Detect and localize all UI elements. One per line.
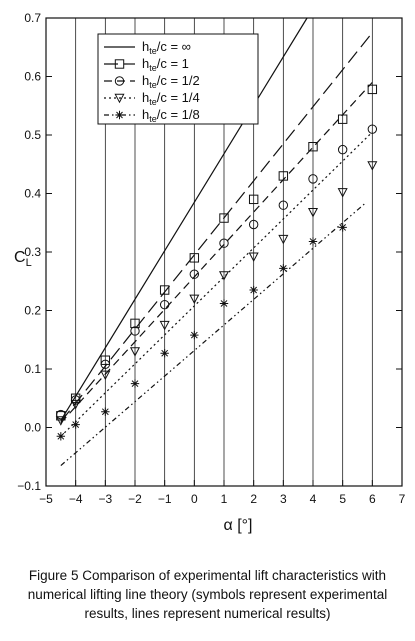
data-point-series-5 bbox=[308, 237, 318, 246]
legend-marker-2 bbox=[114, 59, 125, 69]
y-axis-label-main: C bbox=[14, 249, 26, 266]
data-point-series-4 bbox=[129, 347, 141, 357]
y-tick-label: 0.2 bbox=[24, 304, 41, 318]
data-point-series-2 bbox=[100, 355, 111, 365]
x-tick-label: −2 bbox=[128, 492, 142, 506]
x-tick-label: 7 bbox=[399, 492, 406, 506]
x-axis-ticks: −5 −4 −3 −2 −1 0 1 2 3 4 5 6 7 bbox=[39, 480, 406, 506]
data-point-series-4 bbox=[367, 161, 378, 171]
data-point-series-5 bbox=[56, 432, 66, 441]
y-tick-label: 0.1 bbox=[24, 362, 41, 376]
data-point-series-5 bbox=[249, 285, 258, 295]
legend-label-3: hte/c = 1/2 bbox=[142, 73, 200, 90]
data-point-series-5 bbox=[130, 379, 140, 388]
data-point-series-4 bbox=[278, 234, 289, 245]
x-tick-label: 5 bbox=[339, 492, 346, 506]
legend-label-5: hte/c = 1/8 bbox=[142, 107, 200, 124]
data-point-series-5 bbox=[279, 264, 288, 273]
data-point-series-5 bbox=[101, 407, 110, 416]
y-axis-label-subscript: L bbox=[26, 257, 32, 269]
data-point-series-3 bbox=[100, 359, 111, 370]
data-point-series-2 bbox=[130, 318, 140, 329]
data-point-series-2 bbox=[337, 114, 348, 124]
y-tick-label: −0.1 bbox=[17, 479, 41, 493]
y-tick-label: 0.6 bbox=[24, 70, 41, 84]
x-tick-label: 1 bbox=[221, 492, 228, 506]
data-point-series-2 bbox=[367, 84, 378, 95]
x-tick-label: −5 bbox=[39, 492, 53, 506]
data-point-series-3 bbox=[248, 219, 259, 230]
figure-caption: Figure 5 Comparison of experimental lift… bbox=[27, 568, 388, 621]
lift-coefficient-chart: −5 −4 −3 −2 −1 0 1 2 3 4 5 6 7 −0.1 0.0 0.1 0.2 0.3 0.4 0.… bbox=[14, 11, 406, 534]
y-tick-label: 0.7 bbox=[24, 11, 41, 25]
data-point-series-2 bbox=[189, 253, 200, 263]
series-lines bbox=[60, 17, 373, 466]
data-point-series-3 bbox=[308, 174, 318, 184]
data-point-series-4 bbox=[337, 188, 348, 198]
data-point-series-4 bbox=[55, 416, 66, 426]
data-point-series-3 bbox=[130, 326, 140, 336]
x-tick-label: 0 bbox=[191, 492, 198, 506]
series-line-4 bbox=[60, 131, 373, 437]
data-point-series-3 bbox=[56, 409, 66, 420]
data-point-series-4 bbox=[218, 271, 230, 281]
y-axis-label: CL bbox=[14, 249, 32, 269]
data-point-series-4 bbox=[189, 294, 200, 305]
y-axis-ticks: −0.1 0.0 0.1 0.2 0.3 0.4 0.5 0.6 0.7 bbox=[17, 11, 402, 493]
data-point-series-4 bbox=[248, 252, 259, 262]
data-point-series-2 bbox=[278, 171, 289, 181]
data-point-series-3 bbox=[189, 269, 200, 279]
legend-label-4: hte/c = 1/4 bbox=[142, 90, 200, 107]
data-point-series-2 bbox=[159, 285, 170, 295]
data-point-series-3 bbox=[159, 299, 170, 310]
data-point-series-5 bbox=[219, 299, 229, 308]
data-point-series-5 bbox=[71, 420, 80, 429]
series-markers bbox=[55, 84, 378, 441]
data-point-series-3 bbox=[337, 144, 348, 155]
x-tick-label: −3 bbox=[98, 492, 112, 506]
y-tick-label: 0.4 bbox=[24, 187, 41, 201]
data-point-series-2 bbox=[248, 194, 259, 205]
data-point-series-4 bbox=[307, 208, 319, 218]
legend-marker-4 bbox=[114, 93, 125, 104]
x-tick-label: −1 bbox=[158, 492, 172, 506]
x-tick-label: 6 bbox=[369, 492, 376, 506]
data-point-series-4 bbox=[159, 320, 170, 331]
data-point-series-5 bbox=[160, 349, 169, 358]
data-point-series-4 bbox=[100, 370, 111, 381]
series-line-3 bbox=[60, 81, 373, 424]
series-line-2 bbox=[60, 32, 373, 423]
y-tick-label: 0.5 bbox=[24, 128, 41, 142]
x-tick-label: 2 bbox=[250, 492, 257, 506]
data-point-series-4 bbox=[70, 399, 81, 410]
legend-box bbox=[97, 33, 259, 125]
y-tick-label: 0.0 bbox=[24, 421, 41, 435]
data-point-series-3 bbox=[278, 200, 289, 210]
data-point-series-3 bbox=[219, 238, 229, 248]
x-tick-label: −4 bbox=[69, 492, 83, 506]
x-axis-label: α [°] bbox=[224, 517, 253, 534]
data-point-series-2 bbox=[308, 142, 318, 152]
data-point-series-5 bbox=[190, 330, 199, 340]
legend-label-2: hte/c = 1 bbox=[142, 56, 189, 73]
x-tick-label: 3 bbox=[280, 492, 287, 506]
y-tick-label: 0.3 bbox=[24, 245, 41, 259]
legend-label-1: hte/c = ∞ bbox=[142, 39, 191, 56]
series-line-1 bbox=[60, 17, 308, 421]
series-line-5 bbox=[60, 201, 367, 466]
data-point-series-3 bbox=[367, 124, 378, 134]
data-point-series-5 bbox=[338, 223, 347, 232]
legend-marker-5 bbox=[115, 110, 124, 120]
data-point-series-2 bbox=[219, 213, 229, 223]
legend-marker-3 bbox=[114, 76, 125, 86]
x-tick-label: 4 bbox=[310, 492, 317, 506]
